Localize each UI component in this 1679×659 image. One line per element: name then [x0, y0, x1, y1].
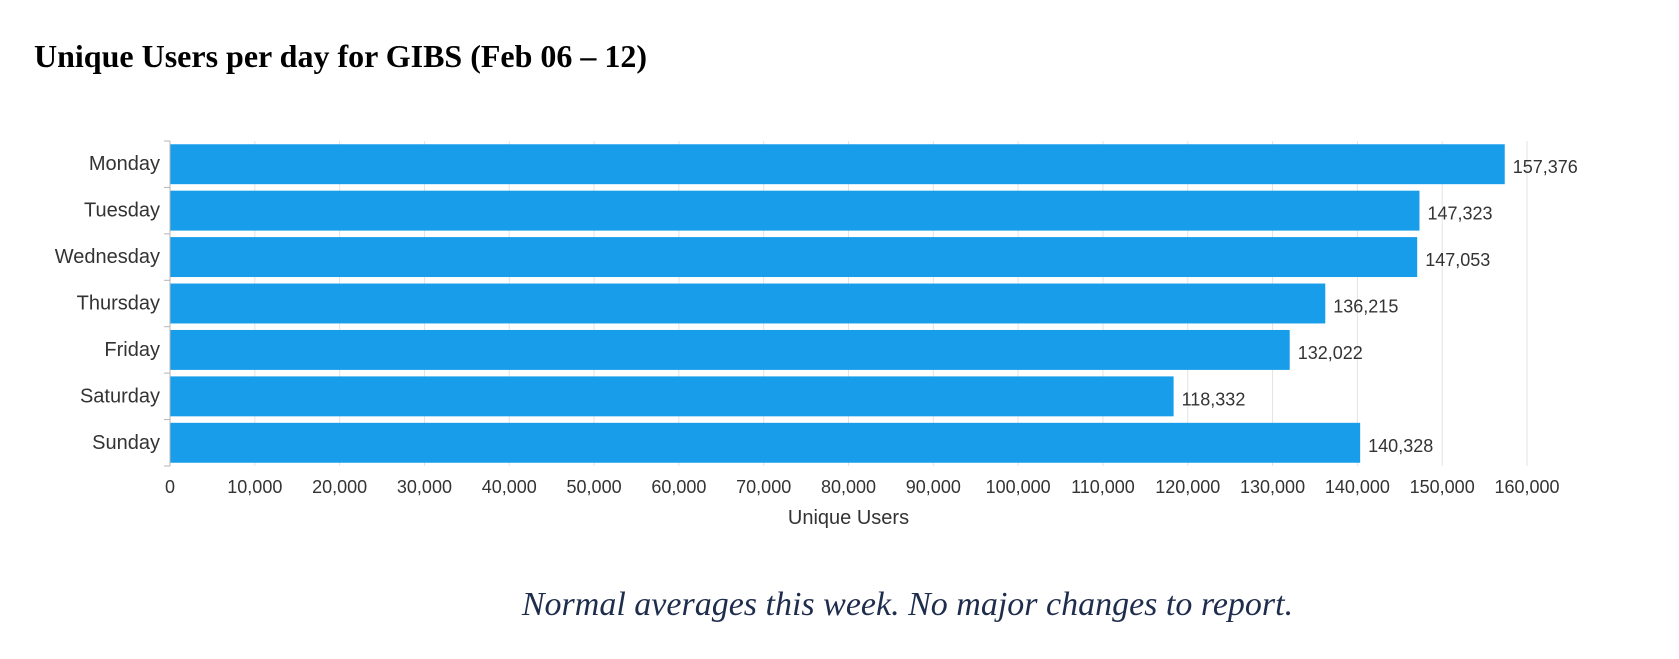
value-label: 118,332 — [1182, 389, 1246, 409]
x-tick-label: 110,000 — [1071, 477, 1135, 497]
caption-text: Normal averages this week. No major chan… — [521, 586, 1294, 623]
x-tick-label: 160,000 — [1494, 477, 1559, 497]
bar-friday — [170, 329, 1290, 370]
axes — [164, 140, 171, 467]
caption: Normal averages this week. No major chan… — [0, 586, 1679, 624]
x-tick-label: 150,000 — [1410, 477, 1475, 497]
x-tick-label: 90,000 — [906, 477, 961, 497]
value-label: 136,215 — [1333, 297, 1398, 317]
x-tick-label: 10,000 — [227, 477, 282, 497]
value-label: 140,328 — [1368, 436, 1433, 456]
x-tick-label: 30,000 — [397, 477, 452, 497]
bar-tuesday — [170, 190, 1420, 231]
category-label: Friday — [104, 339, 160, 361]
x-tick-label: 40,000 — [482, 477, 537, 497]
bar-wednesday — [170, 237, 1418, 278]
x-tick-label: 60,000 — [651, 477, 706, 497]
bar-saturday — [170, 376, 1174, 417]
x-tick-label: 130,000 — [1240, 477, 1305, 497]
x-tick-label: 0 — [165, 477, 175, 497]
x-tick-label: 70,000 — [736, 477, 791, 497]
bar-thursday — [170, 283, 1326, 324]
x-tick-label: 80,000 — [821, 477, 876, 497]
bar-sunday — [170, 422, 1361, 463]
x-tick-label: 20,000 — [312, 477, 367, 497]
bars — [170, 144, 1505, 463]
x-tick-label: 120,000 — [1155, 477, 1220, 497]
category-label: Wednesday — [55, 246, 160, 268]
x-tick-label: 50,000 — [567, 477, 622, 497]
category-label: Sunday — [92, 432, 160, 454]
value-label: 132,022 — [1298, 343, 1363, 363]
page-title: Unique Users per day for GIBS (Feb 06 – … — [34, 38, 648, 74]
value-label: 147,323 — [1427, 204, 1492, 224]
x-axis-title: Unique Users — [788, 507, 909, 529]
labels: 0 10,000 20,000 30,000 40,000 50,000 60,000 70,… — [55, 153, 1578, 497]
category-label: Thursday — [77, 293, 160, 315]
bar-chart: 0 10,000 20,000 30,000 40,000 50,000 60,000 70,… — [55, 140, 1578, 529]
value-label: 157,376 — [1513, 157, 1578, 177]
bar-monday — [170, 144, 1505, 185]
category-label: Tuesday — [84, 200, 160, 222]
x-tick-label: 140,000 — [1325, 477, 1390, 497]
category-label: Monday — [89, 153, 160, 175]
value-label: 147,053 — [1425, 250, 1490, 270]
category-label: Saturday — [80, 385, 160, 407]
x-tick-label: 100,000 — [986, 477, 1051, 497]
